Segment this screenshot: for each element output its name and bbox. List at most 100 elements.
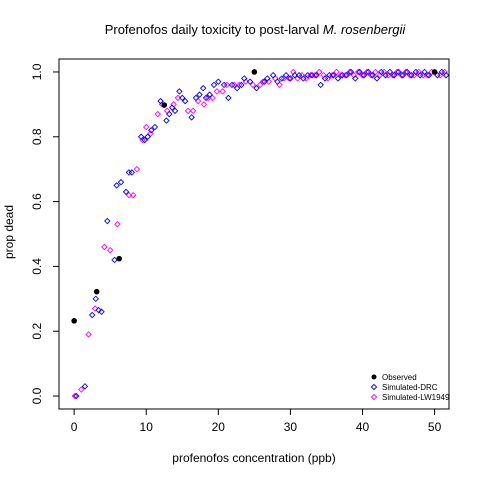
simulated-drc-point <box>264 75 271 82</box>
y-tick-label: 0.8 <box>30 128 44 145</box>
simulated-drc-point <box>113 182 120 189</box>
simulated-drc-point <box>176 88 183 95</box>
simulated-drc-point <box>88 311 96 319</box>
x-tick-label: 0 <box>71 420 78 434</box>
simulated-drc-point <box>171 107 179 115</box>
simulated-drc-point <box>228 81 236 89</box>
simulated-drc-point <box>233 84 241 92</box>
simulated-drc-point <box>369 71 376 79</box>
simulated-drc-point <box>168 104 176 111</box>
simulated-drc-point <box>225 94 232 102</box>
simulated-lw1949-point <box>130 191 137 199</box>
simulated-lw1949-point <box>200 101 208 108</box>
simulated-lw1949-point <box>154 110 161 118</box>
simulated-lw1949-point <box>125 191 133 199</box>
simulated-drc-point <box>157 97 164 105</box>
simulated-drc-point <box>365 68 372 76</box>
legend-marker <box>371 374 377 380</box>
simulated-drc-point <box>122 188 130 196</box>
simulated-drc-point <box>339 71 346 79</box>
simulated-lw1949-point <box>213 88 221 95</box>
simulated-drc-point <box>304 71 311 79</box>
simulated-lw1949-point <box>91 305 99 312</box>
simulated-drc-point <box>128 169 136 176</box>
x-axis-label: profenofos concentration (ppb) <box>172 451 335 465</box>
simulated-lw1949-point <box>142 123 150 131</box>
simulated-lw1949-point <box>101 243 108 251</box>
simulated-drc-point <box>317 81 324 89</box>
simulated-drc-point <box>412 68 420 76</box>
simulated-drc-point <box>137 133 145 141</box>
simulated-lw1949-point <box>285 75 293 82</box>
data-points <box>71 68 450 400</box>
simulated-drc-point <box>421 68 428 76</box>
simulated-drc-point <box>98 308 105 316</box>
simulated-drc-point <box>386 68 394 76</box>
simulated-drc-point <box>163 117 170 124</box>
simulated-drc-point <box>287 75 294 82</box>
simulated-drc-point <box>274 78 281 85</box>
simulated-lw1949-point <box>346 68 353 76</box>
simulated-drc-point <box>166 110 173 118</box>
simulated-lw1949-point <box>398 71 405 79</box>
simulated-lw1949-point <box>71 392 79 400</box>
simulated-drc-point <box>347 68 355 76</box>
simulated-lw1949-point <box>337 71 345 79</box>
simulated-drc-point <box>261 78 268 85</box>
simulated-drc-point <box>238 81 245 89</box>
x-tick-label: 30 <box>284 420 298 434</box>
simulated-drc-point <box>416 71 424 79</box>
simulated-drc-point <box>215 78 222 85</box>
simulated-drc-point <box>206 91 213 98</box>
simulated-drc-point <box>151 123 159 131</box>
legend-label: Observed <box>382 373 417 382</box>
simulated-drc-point <box>95 306 102 314</box>
simulated-lw1949-point <box>333 68 340 76</box>
simulated-lw1949-point <box>209 94 216 102</box>
simulated-lw1949-point <box>133 165 141 173</box>
simulated-drc-point <box>104 217 111 225</box>
simulated-drc-point <box>241 75 248 82</box>
x-axis: 0 10 20 30 40 50 <box>71 409 442 434</box>
simulated-drc-point <box>300 75 307 82</box>
simulated-drc-point <box>408 71 415 79</box>
simulated-drc-point <box>403 68 411 76</box>
simulated-drc-point <box>395 68 402 76</box>
simulated-drc-point <box>321 75 329 82</box>
simulated-drc-point <box>117 178 125 186</box>
simulated-lw1949-point <box>354 68 362 76</box>
simulated-lw1949-point <box>363 68 371 76</box>
simulated-drc-point <box>295 71 303 79</box>
chart-title: Profenofos daily toxicity to post-larval… <box>105 22 407 37</box>
simulated-drc-point <box>343 71 350 79</box>
simulated-lw1949-point <box>316 68 323 76</box>
simulated-drc-point <box>378 68 385 76</box>
y-tick-label: 0.0 <box>30 387 44 404</box>
simulated-lw1949-point <box>359 71 366 79</box>
simulated-drc-point <box>81 383 89 390</box>
simulated-lw1949-point <box>256 81 264 89</box>
simulated-drc-point <box>73 392 80 400</box>
simulated-drc-point <box>360 71 368 79</box>
simulated-drc-point <box>220 81 228 89</box>
simulated-drc-point <box>334 75 342 82</box>
simulated-lw1949-point <box>259 78 267 85</box>
simulated-drc-point <box>326 71 333 79</box>
simulated-drc-point <box>179 94 186 102</box>
simulated-lw1949-point <box>424 71 431 79</box>
y-axis-label: prop dead <box>2 205 16 259</box>
simulated-drc-point <box>144 133 151 141</box>
simulated-lw1949-point <box>219 88 226 95</box>
simulated-drc-point <box>196 91 203 98</box>
simulated-lw1949-point <box>106 246 114 254</box>
simulated-lw1949-point <box>406 71 414 79</box>
simulated-drc-point <box>253 84 260 92</box>
legend-label: Simulated-LW1949 <box>382 393 450 402</box>
simulated-lw1949-point <box>389 71 397 79</box>
simulated-drc-point <box>373 75 381 82</box>
simulated-drc-point <box>148 127 155 134</box>
simulated-lw1949-point <box>85 331 92 338</box>
observed-point <box>161 102 168 108</box>
simulated-drc-point <box>442 71 450 79</box>
